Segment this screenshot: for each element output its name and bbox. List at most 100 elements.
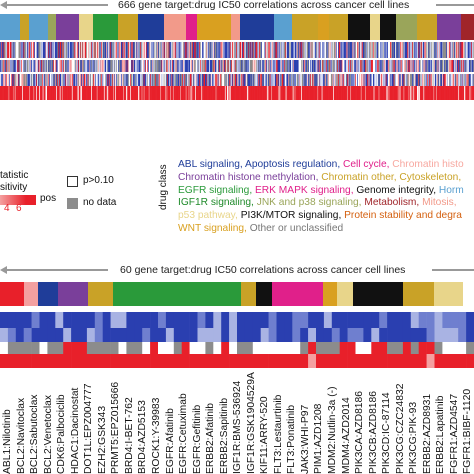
- heatmap-cell: [15, 86, 17, 100]
- heatmap-cell: [61, 42, 63, 58]
- heatmap-cell: [95, 60, 97, 72]
- drug-class-item: Protein stability and degra: [344, 210, 462, 222]
- heatmap-cell: [306, 60, 308, 72]
- heatmap-cell: [332, 42, 334, 58]
- heatmap-cell: [104, 74, 106, 86]
- heatmap-cell: [449, 86, 451, 100]
- heatmap-cell: [385, 86, 387, 100]
- heatmap-cell: [85, 60, 87, 72]
- heatmap-cell: [26, 74, 28, 86]
- heatmap-cell: [389, 86, 391, 100]
- heatmap-cell: [93, 60, 95, 72]
- heatmap-cell: [275, 60, 277, 72]
- scale-tick-4: 4: [4, 203, 10, 214]
- heatmap-cell: [21, 74, 23, 86]
- heatmap-cell: [283, 60, 285, 72]
- heatmap-cell: [414, 60, 416, 72]
- heatmap-cell: [49, 74, 51, 86]
- heatmap-cell: [335, 74, 337, 86]
- heatmap-cell: [456, 42, 458, 58]
- heatmap-cell: [267, 60, 269, 72]
- heatmap-cell: [168, 42, 170, 58]
- heatmap-cell: [335, 86, 337, 100]
- heatmap-cell: [288, 60, 290, 72]
- heatmap-cell: [91, 86, 93, 100]
- heatmap-cell: [213, 312, 222, 328]
- heatmap-cell: [78, 42, 80, 58]
- heatmap-cell: [30, 86, 32, 100]
- class-band-cell: [329, 14, 348, 40]
- drug-class-line: ABL signaling, Apoptosis regulation, Cel…: [178, 154, 464, 172]
- heatmap-cell: [183, 74, 185, 86]
- heatmap-cell: [355, 312, 364, 328]
- heatmap-cell: [161, 60, 163, 72]
- heatmap-cell: [233, 60, 235, 72]
- heatmap-cell: [113, 74, 115, 86]
- heatmap-cell: [19, 42, 21, 58]
- heatmap-cell: [144, 60, 146, 72]
- heatmap-cell: [256, 86, 258, 100]
- heatmap-cell: [122, 86, 124, 100]
- heatmap-cell: [60, 74, 62, 86]
- heatmap-cell: [104, 60, 106, 72]
- heatmap-cell: [380, 86, 382, 100]
- heatmap-cell: [103, 74, 105, 86]
- heatmap-cell: [343, 74, 345, 86]
- heatmap-cell: [345, 60, 347, 72]
- heatmap-cell: [348, 42, 350, 58]
- heatmap-cell: [145, 60, 147, 72]
- heatmap-cell: [415, 74, 417, 86]
- class-band-cell: [353, 282, 370, 306]
- heatmap-cell: [264, 42, 266, 58]
- heatmap-cell: [7, 74, 9, 86]
- heatmap-cell: [414, 74, 416, 86]
- drug-class-item: IGF1R signaling,: [178, 197, 257, 209]
- heatmap-cell: [102, 42, 104, 58]
- heatmap-cell: [158, 86, 160, 100]
- heatmap-cell: [276, 74, 278, 86]
- drug-class-axis-label: drug class: [158, 164, 169, 210]
- heatmap-cell: [401, 74, 403, 86]
- heatmap-cell: [350, 86, 352, 100]
- heatmap-cell: [37, 74, 39, 86]
- heatmap-cell: [210, 60, 212, 72]
- heatmap-cell: [10, 74, 12, 86]
- heatmap-cell: [367, 74, 369, 86]
- heatmap-cell: [332, 86, 334, 100]
- heatmap-cell: [227, 42, 229, 58]
- class-band-cell: [318, 14, 329, 40]
- heatmap-cell: [397, 86, 399, 100]
- heatmap-cell: [51, 86, 53, 100]
- heatmap-cell: [461, 42, 463, 58]
- heatmap-cell: [387, 312, 396, 328]
- heatmap-cell: [362, 42, 364, 58]
- heatmap-cell: [176, 42, 178, 58]
- heatmap-cell: [341, 86, 343, 100]
- heatmap-cell: [443, 60, 445, 72]
- heatmap-cell: [140, 60, 142, 72]
- no-data-swatch: [67, 198, 78, 209]
- heatmap-cell: [82, 86, 84, 100]
- heatmap-cell: [400, 42, 402, 58]
- heatmap-cell: [464, 74, 466, 86]
- heatmap-cell: [86, 86, 88, 100]
- heatmap-cell: [123, 60, 125, 72]
- heatmap-cell: [419, 42, 421, 58]
- heatmap-cell: [279, 60, 281, 72]
- heatmap-cell: [246, 60, 248, 72]
- heatmap-cell: [173, 342, 182, 354]
- heatmap-cell: [402, 74, 404, 86]
- heatmap-cell: [354, 74, 356, 86]
- heatmap-cell: [209, 42, 211, 58]
- heatmap-cell: [111, 60, 113, 72]
- heatmap-cell: [232, 60, 234, 72]
- heatmap-cell: [128, 74, 130, 86]
- heatmap-cell: [326, 74, 328, 86]
- heatmap-cell: [128, 42, 130, 58]
- heatmap-cell: [101, 42, 103, 58]
- heatmap-cell: [16, 42, 18, 58]
- heatmap-cell: [298, 86, 300, 100]
- heatmap-cell: [363, 354, 372, 368]
- heatmap-cell: [275, 42, 277, 58]
- heatmap-cell: [452, 60, 454, 72]
